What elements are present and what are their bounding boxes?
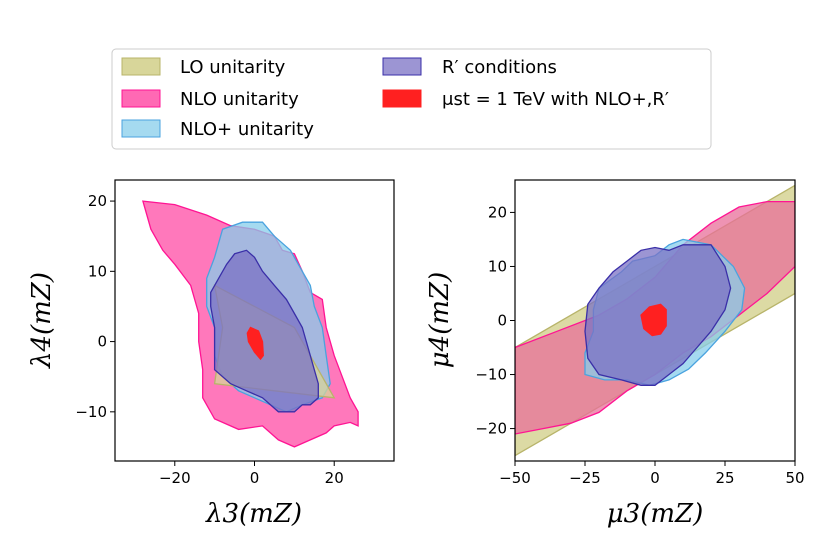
chart-right: −50 −25 0 25 50 −20 −10 0 10 20 μ3(mZ) μ4(mZ) bbox=[425, 179, 805, 529]
chart-left: −20 0 20 −10 0 10 20 λ3(mZ) λ4(mZ) bbox=[27, 179, 395, 529]
legend-label-rprime: R′ conditions bbox=[442, 57, 557, 78]
y-tick-label: −20 bbox=[475, 420, 507, 438]
chart-right-xlabel: μ3(mZ) bbox=[607, 499, 703, 529]
x-tick-label: −25 bbox=[569, 469, 601, 487]
region-st-1-tev-with-nlo-r bbox=[246, 326, 264, 361]
chart-left-regions bbox=[142, 200, 359, 448]
legend-label-lo: LO unitarity bbox=[180, 57, 286, 78]
chart-left-ylabel: λ4(mZ) bbox=[27, 272, 57, 369]
chart-left-xlabel: λ3(mZ) bbox=[205, 499, 302, 529]
legend-swatch-must bbox=[382, 89, 422, 108]
legend-swatch-nlo bbox=[121, 89, 161, 108]
y-tick-label: 10 bbox=[488, 257, 507, 275]
x-tick-label: 25 bbox=[715, 469, 734, 487]
region-r-conditions bbox=[210, 249, 319, 413]
x-tick-label: 50 bbox=[785, 469, 804, 487]
chart-right-regions bbox=[515, 184, 795, 457]
legend-swatch-lo bbox=[121, 57, 161, 76]
x-tick-label: −50 bbox=[499, 469, 531, 487]
chart-right-yticks: −20 −10 0 10 20 bbox=[475, 203, 515, 438]
chart-right-xticks: −50 −25 0 25 50 bbox=[499, 461, 805, 487]
legend-label-must: μst = 1 TeV with NLO+,R′ bbox=[442, 89, 669, 110]
region-st-1-tev-with-nlo-r bbox=[640, 303, 667, 337]
x-tick-label: −20 bbox=[159, 469, 191, 487]
y-tick-label: 0 bbox=[97, 333, 107, 351]
y-tick-label: 10 bbox=[88, 262, 107, 280]
chart-left-yticks: −10 0 10 20 bbox=[75, 192, 115, 421]
legend-swatch-rprime bbox=[382, 57, 422, 76]
chart-left-xticks: −20 0 20 bbox=[159, 461, 344, 487]
legend: LO unitarity NLO unitarity NLO+ unitarit… bbox=[111, 48, 712, 150]
legend-swatch-nloplus bbox=[121, 119, 161, 138]
y-tick-label: 0 bbox=[497, 312, 507, 330]
x-tick-label: 20 bbox=[325, 469, 344, 487]
y-tick-label: 20 bbox=[488, 203, 507, 221]
legend-label-nlo: NLO unitarity bbox=[180, 89, 299, 110]
y-tick-label: −10 bbox=[475, 366, 507, 384]
y-tick-label: 20 bbox=[88, 192, 107, 210]
chart-right-ylabel: μ4(mZ) bbox=[425, 272, 455, 368]
x-tick-label: 0 bbox=[650, 469, 660, 487]
y-tick-label: −10 bbox=[75, 403, 107, 421]
legend-label-nloplus: NLO+ unitarity bbox=[180, 119, 314, 140]
x-tick-label: 0 bbox=[250, 469, 260, 487]
